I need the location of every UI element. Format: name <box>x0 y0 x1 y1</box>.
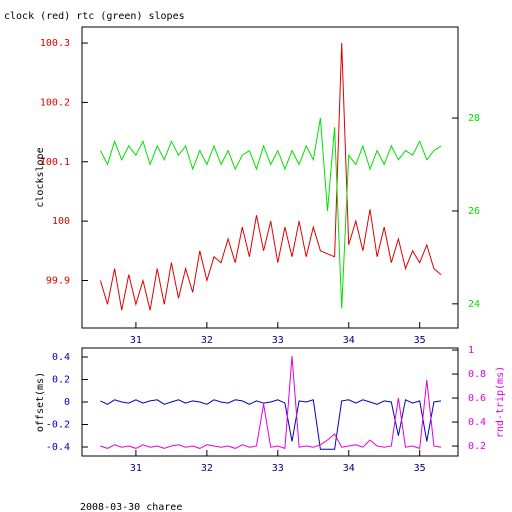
x-tick-label: 34 <box>343 463 355 474</box>
y2-tick-label: 0.2 <box>468 441 486 452</box>
y-tick-label: 0.4 <box>52 352 70 363</box>
series-line <box>100 399 442 450</box>
y2-tick-label: 0.6 <box>468 393 486 404</box>
y2-tick-label: 0.8 <box>468 369 486 380</box>
y2-axis-label: rnd-trip(ms) <box>495 366 506 438</box>
y2-tick-label: 1 <box>468 345 474 356</box>
x-tick-label: 34 <box>343 335 355 346</box>
x-tick-label: 31 <box>130 335 142 346</box>
y-tick-label: -0.4 <box>46 442 70 453</box>
y-tick-label: 0.2 <box>52 375 70 386</box>
chart-title: clock (red) rtc (green) slopes <box>4 11 185 22</box>
series-line <box>99 42 442 311</box>
x-tick-label: 32 <box>201 335 213 346</box>
y2-tick-label: 24 <box>468 299 480 310</box>
y-tick-label: 100.1 <box>40 157 70 168</box>
y2-tick-label: 26 <box>468 206 480 217</box>
x-tick-label: 32 <box>201 463 213 474</box>
y-tick-label: 100 <box>52 216 70 227</box>
x-tick-label: 33 <box>272 335 284 346</box>
y-axis-label: clockslope <box>35 147 46 207</box>
x-tick-label: 31 <box>130 463 142 474</box>
y2-tick-label: 28 <box>468 113 480 124</box>
series-line <box>100 355 442 450</box>
x-tick-label: 33 <box>272 463 284 474</box>
y2-tick-label: 0.4 <box>468 417 486 428</box>
series-line <box>99 117 442 309</box>
y-axis-label: offset(ms) <box>35 372 46 432</box>
x-tick-label: 35 <box>414 335 426 346</box>
plot-frame <box>81 26 459 329</box>
y-tick-label: -0.2 <box>46 420 70 431</box>
y-tick-label: 100.3 <box>40 38 70 49</box>
footer: 2008-03-30 charee <box>80 502 182 512</box>
y-tick-label: 99.9 <box>46 276 70 287</box>
x-tick-label: 35 <box>414 463 426 474</box>
y-tick-label: 0 <box>64 397 70 408</box>
y-tick-label: 100.2 <box>40 97 70 108</box>
